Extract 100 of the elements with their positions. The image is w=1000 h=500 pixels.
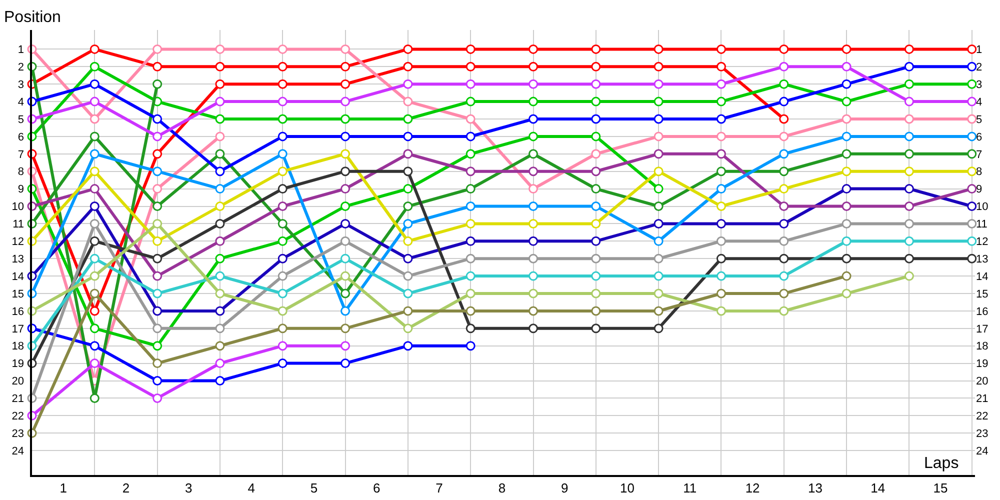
point bbox=[779, 96, 789, 106]
point bbox=[278, 358, 288, 368]
point bbox=[90, 358, 100, 368]
point bbox=[215, 166, 225, 176]
point bbox=[340, 341, 350, 351]
point bbox=[152, 44, 162, 54]
point bbox=[967, 202, 977, 211]
point bbox=[779, 132, 789, 142]
point bbox=[466, 132, 476, 142]
point bbox=[466, 149, 476, 159]
point bbox=[90, 96, 100, 106]
point bbox=[466, 114, 476, 124]
point bbox=[152, 358, 162, 368]
point bbox=[215, 202, 225, 211]
point bbox=[654, 149, 664, 159]
y2-tick-label: 22 bbox=[976, 410, 988, 423]
point bbox=[904, 79, 914, 89]
y2-tick-label: 21 bbox=[976, 393, 988, 406]
point bbox=[967, 96, 977, 106]
y2-tick-label: 8 bbox=[976, 166, 982, 178]
y-tick-label: 3 bbox=[18, 78, 24, 91]
point bbox=[278, 79, 288, 89]
point bbox=[591, 44, 601, 54]
point bbox=[215, 358, 225, 368]
point bbox=[528, 271, 538, 281]
point bbox=[215, 132, 225, 142]
point bbox=[591, 149, 601, 159]
y-tick-label: 2 bbox=[18, 62, 24, 74]
point bbox=[340, 306, 350, 316]
x-tick-label: 13 bbox=[808, 480, 822, 496]
point bbox=[215, 306, 225, 316]
point bbox=[90, 288, 100, 298]
point bbox=[340, 202, 350, 211]
point bbox=[716, 79, 726, 89]
y-tick-label: 23 bbox=[12, 428, 24, 440]
x-axis-title: Laps bbox=[924, 455, 959, 472]
point bbox=[340, 79, 350, 89]
point bbox=[528, 254, 538, 264]
y-tick-label: 13 bbox=[12, 253, 24, 266]
point bbox=[904, 254, 914, 264]
y-tick-label: 6 bbox=[18, 131, 24, 144]
point bbox=[528, 218, 538, 228]
point bbox=[278, 341, 288, 351]
x-tick-label: 3 bbox=[185, 480, 192, 496]
point bbox=[278, 96, 288, 106]
point bbox=[716, 149, 726, 159]
point bbox=[466, 288, 476, 298]
y2-tick-label: 1 bbox=[976, 44, 982, 56]
point bbox=[716, 218, 726, 228]
x-tick-label: 12 bbox=[745, 480, 760, 496]
point bbox=[967, 166, 977, 176]
point bbox=[466, 324, 476, 334]
point bbox=[967, 236, 977, 246]
point bbox=[278, 218, 288, 228]
point bbox=[842, 149, 852, 159]
point bbox=[654, 254, 664, 264]
point bbox=[591, 202, 601, 211]
y2-tick-label: 20 bbox=[976, 376, 988, 388]
point bbox=[779, 184, 789, 194]
point bbox=[403, 149, 413, 159]
point bbox=[340, 96, 350, 106]
point bbox=[967, 44, 977, 54]
point bbox=[904, 202, 914, 211]
point bbox=[716, 184, 726, 194]
point bbox=[152, 236, 162, 246]
point bbox=[842, 218, 852, 228]
point bbox=[340, 324, 350, 334]
point bbox=[779, 236, 789, 246]
point bbox=[215, 271, 225, 281]
y-tick-label: 24 bbox=[12, 445, 24, 458]
point bbox=[340, 271, 350, 281]
point bbox=[528, 62, 538, 72]
point bbox=[466, 341, 476, 351]
point bbox=[466, 44, 476, 54]
point bbox=[278, 132, 288, 142]
point bbox=[340, 149, 350, 159]
point bbox=[466, 202, 476, 211]
point bbox=[528, 132, 538, 142]
point bbox=[779, 218, 789, 228]
point bbox=[215, 96, 225, 106]
point bbox=[591, 114, 601, 124]
point bbox=[967, 184, 977, 194]
point bbox=[842, 271, 852, 281]
point bbox=[779, 254, 789, 264]
point bbox=[403, 184, 413, 194]
point bbox=[215, 149, 225, 159]
point bbox=[403, 218, 413, 228]
point bbox=[90, 393, 100, 403]
point bbox=[340, 218, 350, 228]
point bbox=[403, 62, 413, 72]
point bbox=[403, 79, 413, 89]
point bbox=[967, 62, 977, 72]
point bbox=[215, 114, 225, 124]
x-tick-label: 4 bbox=[248, 480, 255, 496]
point bbox=[967, 79, 977, 89]
point bbox=[904, 132, 914, 142]
point bbox=[528, 236, 538, 246]
point bbox=[215, 376, 225, 386]
point bbox=[779, 114, 789, 124]
point bbox=[591, 254, 601, 264]
